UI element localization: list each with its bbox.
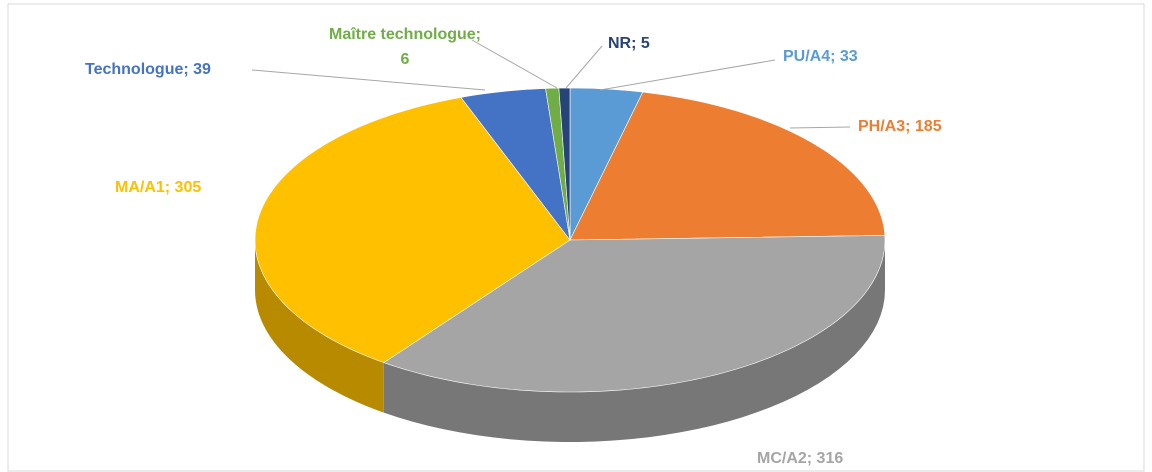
- slice: [558, 87, 571, 241]
- data-label-line: MA/A1; 305: [115, 179, 201, 196]
- slice: [460, 88, 571, 241]
- slice-side: [383, 240, 885, 442]
- data-label: PU/A4; 33: [783, 48, 858, 65]
- slice: [383, 235, 886, 393]
- data-label: Maître technologue; 6: [329, 26, 481, 68]
- data-label-line: Maître technologue;: [329, 26, 481, 43]
- slice-side: [255, 240, 384, 413]
- data-label-line: PH/A3; 185: [858, 118, 942, 135]
- slice: [569, 91, 886, 241]
- leader-line: [471, 39, 558, 89]
- data-label-line: Technologue; 39: [85, 61, 211, 78]
- leader-line: [789, 126, 851, 129]
- data-label: PH/A3; 185: [858, 118, 942, 135]
- data-label: Technologue; 39: [85, 61, 211, 78]
- leader-line: [599, 59, 776, 91]
- data-label-line: 6: [401, 51, 410, 68]
- leader-line: [565, 45, 603, 89]
- data-label: MC/A2; 316: [757, 450, 843, 467]
- data-label-line: PU/A4; 33: [783, 48, 858, 65]
- leader-line: [251, 69, 486, 91]
- data-label: NR; 5: [608, 35, 650, 52]
- data-label-line: NR; 5: [608, 35, 650, 52]
- data-label: MA/A1; 305: [115, 179, 201, 196]
- slice: [254, 97, 571, 363]
- data-label-line: MC/A2; 316: [757, 450, 843, 467]
